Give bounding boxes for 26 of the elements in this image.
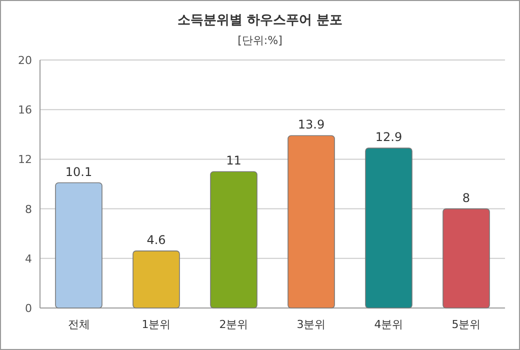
data-label: 11 (226, 154, 242, 168)
bar (442, 208, 490, 308)
x-tick-label: 3분위 (296, 318, 326, 331)
data-label: 4.6 (146, 232, 166, 247)
x-tick-label: 전체 (68, 318, 90, 331)
bar (132, 250, 180, 308)
data-label: 8 (462, 190, 470, 205)
x-tick-label: 2분위 (219, 318, 248, 331)
y-tick-label: 8 (25, 202, 32, 216)
y-tick-label: 4 (25, 252, 32, 266)
x-tick-label: 1분위 (142, 318, 171, 331)
y-tick-label: 12 (18, 153, 32, 166)
bar (55, 182, 102, 308)
y-tick-label: 16 (18, 104, 32, 117)
bar (288, 135, 335, 308)
data-label: 12.9 (375, 130, 402, 144)
chart-subtitle: [단위:%] (238, 34, 282, 47)
bar (365, 148, 412, 308)
bar (210, 171, 258, 308)
y-tick-label: 0 (25, 302, 32, 315)
data-label: 10.1 (65, 164, 92, 179)
y-tick-label: 20 (18, 54, 32, 67)
data-label: 13.9 (298, 118, 325, 132)
x-tick-label: 4분위 (374, 318, 404, 331)
chart-title: 소득분위별 하우스푸어 분포 (177, 13, 343, 28)
x-tick-label: 5분위 (452, 318, 481, 331)
